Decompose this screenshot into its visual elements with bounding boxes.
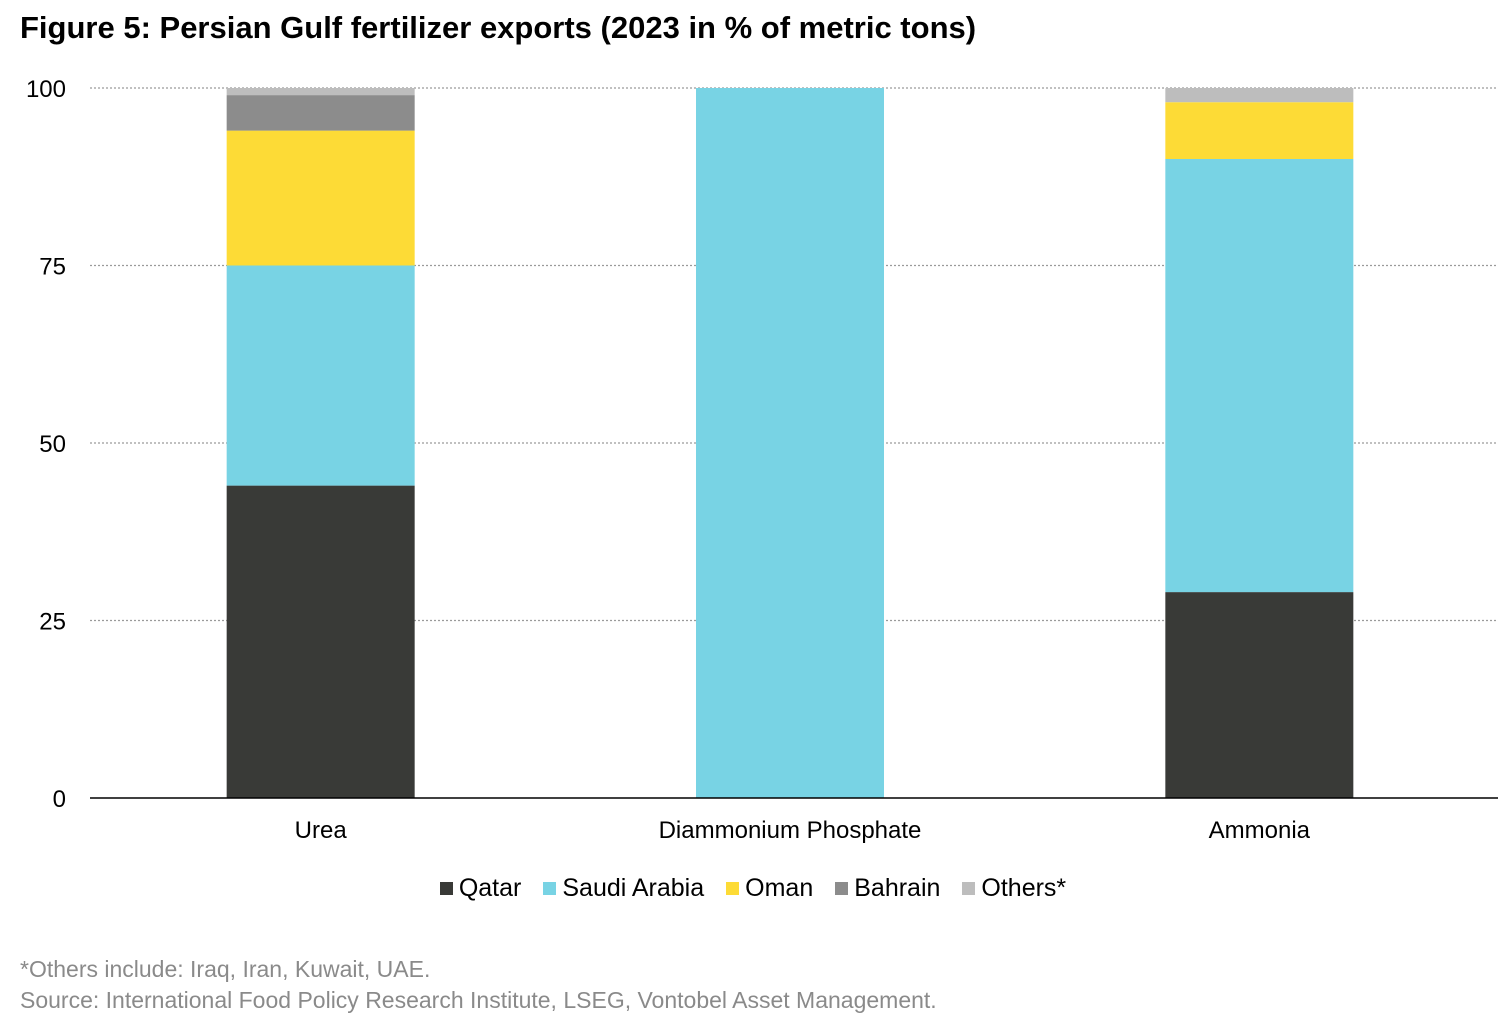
legend-item: Bahrain [835, 874, 940, 903]
legend-item: Saudi Arabia [543, 874, 704, 903]
legend-label: Others* [981, 874, 1067, 902]
legend-label: Qatar [458, 874, 522, 902]
y-tick-label: 25 [39, 609, 66, 636]
bar-segment-bahrain [226, 95, 415, 131]
bar-segment-others [226, 88, 415, 96]
legend-label: Saudi Arabia [562, 874, 705, 902]
legend-swatch [543, 882, 557, 895]
bar-segment-qatar [226, 485, 415, 798]
y-tick-label: 100 [26, 76, 66, 103]
bar-segment-oman [226, 130, 415, 266]
x-tick-label: Urea [295, 817, 348, 844]
footnote-others: *Others include: Iraq, Iran, Kuwait, UAE… [20, 956, 431, 982]
bar-segment-others [1165, 88, 1354, 103]
legend-swatch [962, 882, 976, 895]
bar-segment-oman [1165, 102, 1354, 159]
legend-swatch [726, 882, 740, 895]
bar-segment-saudi-arabia [696, 88, 884, 798]
footnote-source: Source: International Food Policy Resear… [20, 987, 937, 1013]
x-tick-label: Diammonium Phosphate [659, 817, 922, 844]
chart-title: Figure 5: Persian Gulf fertilizer export… [20, 10, 977, 45]
y-tick-label: 75 [39, 254, 66, 281]
legend-swatch [835, 882, 849, 895]
legend-item: Others* [962, 874, 1066, 903]
x-tick-label: Ammonia [1209, 817, 1311, 844]
y-tick-label: 0 [53, 786, 66, 813]
legend-item: Oman [726, 874, 813, 903]
legend-swatch [439, 882, 453, 895]
legend-item: Qatar [439, 874, 522, 903]
legend-label: Oman [745, 874, 814, 902]
bar-segment-qatar [1165, 592, 1354, 798]
bar-segment-saudi-arabia [226, 265, 415, 486]
legend: Qatar Saudi Arabia Oman Bahrain Others* [0, 874, 1500, 903]
bar-segment-saudi-arabia [1165, 159, 1354, 593]
legend-label: Bahrain [854, 874, 941, 902]
y-tick-label: 50 [39, 431, 66, 458]
